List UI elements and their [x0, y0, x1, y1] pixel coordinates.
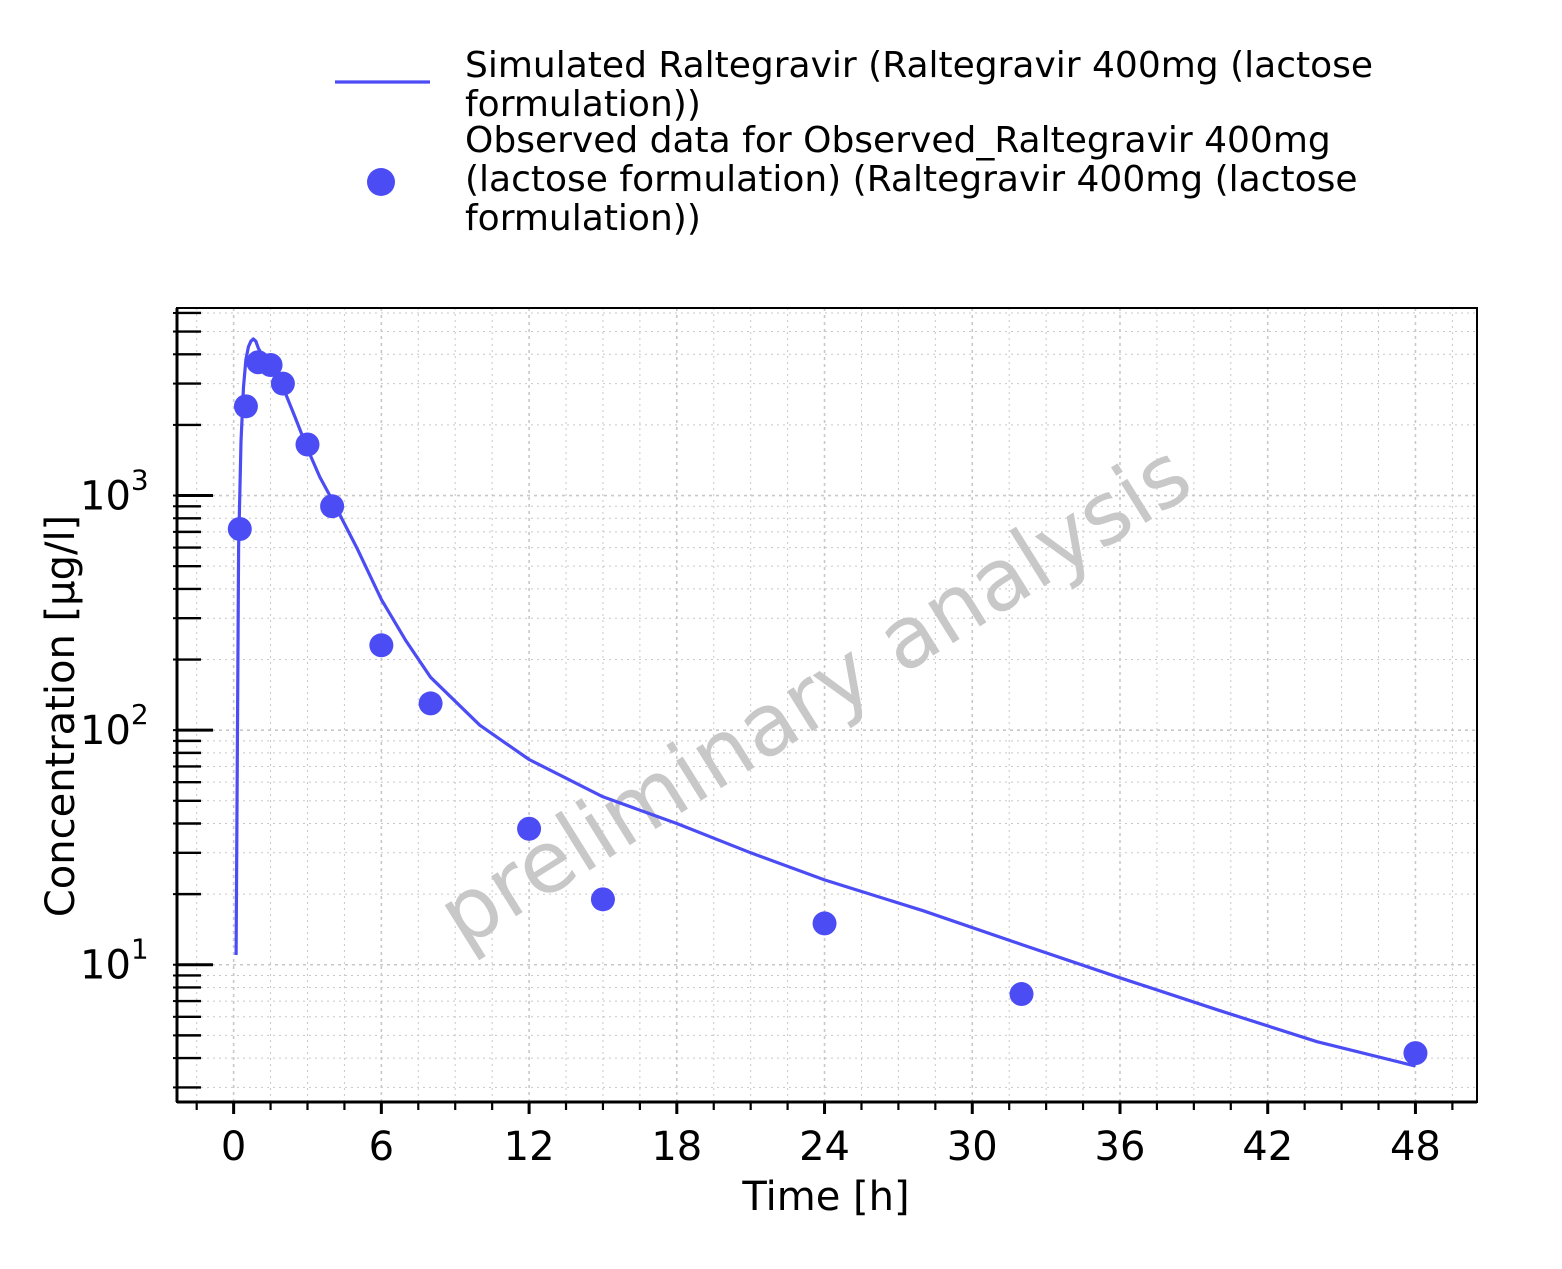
- observed-data-point: [258, 353, 283, 378]
- y-tick-exponent: 2: [131, 698, 149, 731]
- watermark-text: preliminary analysis: [421, 424, 1208, 967]
- x-tick-label: 0: [221, 1124, 246, 1170]
- x-axis-label: Time [h]: [741, 1174, 909, 1220]
- x-tick-label: 30: [947, 1124, 998, 1170]
- observed-data-point: [1009, 982, 1034, 1007]
- y-tick-exponent: 3: [131, 464, 149, 497]
- y-tick-base: 10: [80, 943, 131, 989]
- observed-data-point: [270, 371, 295, 396]
- legend-dot-marker: [367, 168, 395, 196]
- y-tick-label: 103: [80, 464, 149, 520]
- legend-simulated-label: Simulated Raltegravir (Raltegravir 400mg…: [465, 45, 1373, 86]
- x-tick-label: 18: [651, 1124, 702, 1170]
- observed-data-point: [1403, 1041, 1428, 1066]
- observed-data-point: [320, 494, 345, 519]
- y-tick-label: 101: [80, 933, 149, 989]
- x-tick-label: 48: [1390, 1124, 1441, 1170]
- legend: Simulated Raltegravir (Raltegravir 400mg…: [335, 45, 1373, 239]
- observed-data-point: [369, 633, 394, 658]
- legend-observed-label: Observed data for Observed_Raltegravir 4…: [465, 120, 1331, 161]
- x-tick-label: 42: [1242, 1124, 1293, 1170]
- observed-data-point: [233, 394, 258, 419]
- x-tick-label: 36: [1095, 1124, 1146, 1170]
- x-tick-label: 6: [369, 1124, 394, 1170]
- x-tick-label: 12: [504, 1124, 555, 1170]
- observed-data-point: [227, 517, 252, 542]
- legend-simulated-label: formulation)): [465, 84, 701, 125]
- observed-data-point: [418, 691, 443, 716]
- y-axis-label: Concentration [µg/l]: [38, 515, 84, 917]
- observed-data-point: [295, 432, 320, 457]
- y-tick-exponent: 1: [131, 933, 149, 966]
- observed-data-point: [590, 887, 615, 912]
- series-layer: [227, 337, 1428, 1068]
- observed-data-point: [517, 816, 542, 841]
- plot-frame: [175, 307, 1478, 1104]
- y-tick-base: 10: [80, 708, 131, 754]
- x-tick-label: 24: [799, 1124, 850, 1170]
- observed-data-point: [812, 911, 837, 936]
- legend-observed-label: formulation)): [465, 198, 701, 239]
- legend-observed-label: (lactose formulation) (Raltegravir 400mg…: [465, 159, 1358, 200]
- watermark-layer: preliminary analysis: [421, 424, 1208, 967]
- y-tick-base: 10: [80, 474, 131, 520]
- y-tick-label: 102: [80, 698, 149, 754]
- grid: [177, 308, 1477, 1102]
